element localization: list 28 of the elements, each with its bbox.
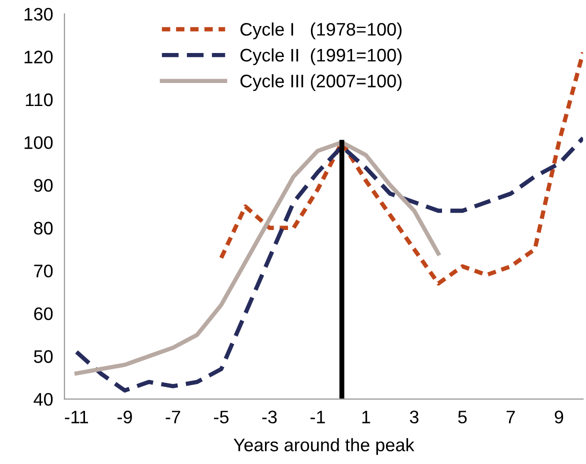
y-tick-label: 130 <box>24 8 53 21</box>
x-tick-label: -1 <box>310 410 325 424</box>
legend-label: Cycle II (1991=100) <box>240 48 402 66</box>
y-tick-label: 60 <box>34 307 53 320</box>
x-tick-label: -7 <box>166 410 180 424</box>
legend-label: Cycle I (1978=100) <box>240 22 402 40</box>
x-tick-label: -3 <box>262 410 277 424</box>
legend-label: Cycle III (2007=100) <box>240 74 402 92</box>
y-tick-label: 100 <box>24 136 53 150</box>
line-series <box>74 140 440 376</box>
line-series <box>74 136 584 393</box>
x-tick-label: -9 <box>118 410 132 424</box>
y-tick-label: 120 <box>24 50 53 64</box>
y-tick-label: 80 <box>34 222 53 235</box>
y-tick-label: 70 <box>34 264 53 278</box>
x-tick-label: 9 <box>554 410 564 424</box>
y-tick-label: 40 <box>34 392 53 406</box>
x-tick-label: -11 <box>64 410 88 424</box>
y-tick-label: 90 <box>34 179 53 192</box>
x-tick-label: 1 <box>362 410 370 424</box>
line-series <box>219 50 584 286</box>
x-tick-label: 7 <box>506 410 515 424</box>
y-tick-label: 50 <box>34 350 53 363</box>
x-tick-label: 3 <box>410 410 418 424</box>
x-tick-label: 5 <box>458 410 467 424</box>
x-tick-label: -5 <box>214 410 229 424</box>
x-axis-title: Years around the peak <box>234 438 414 455</box>
y-tick-label: 110 <box>26 93 53 106</box>
